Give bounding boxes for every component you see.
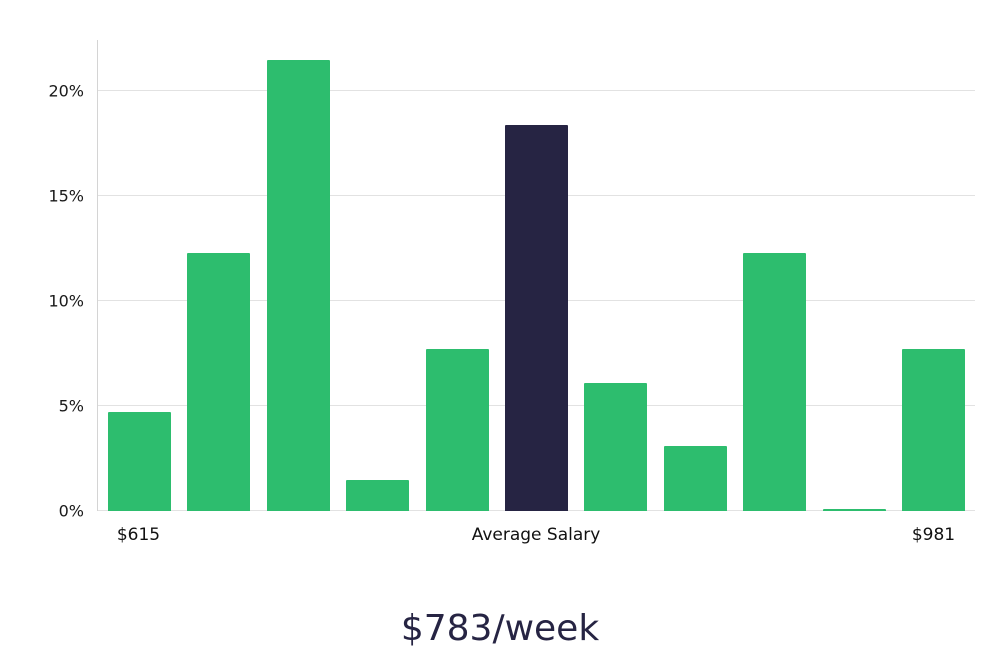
- xlabel-slot: [743, 525, 806, 545]
- xlabel-slot: [823, 525, 886, 545]
- xtick-label: $615: [116, 525, 161, 545]
- bar: [901, 349, 965, 511]
- ytick-label-15: 15%: [48, 186, 84, 206]
- bar: [425, 349, 489, 511]
- xlabel-slot: $981: [902, 525, 965, 545]
- xlabel-slot: [266, 525, 329, 545]
- xlabel-slot: [664, 525, 727, 545]
- bars-row: [98, 40, 975, 511]
- bar: [663, 445, 727, 511]
- bar-average-salary: [504, 124, 568, 511]
- ytick-label-20: 20%: [48, 81, 84, 101]
- bar: [822, 508, 886, 511]
- bar: [743, 252, 807, 511]
- gridline-20: [98, 90, 975, 92]
- xtick-label: Average Salary: [471, 525, 601, 545]
- bar: [584, 382, 648, 511]
- ytick-label-5: 5%: [58, 396, 84, 416]
- bar: [266, 59, 330, 511]
- bar: [187, 252, 251, 511]
- bar: [346, 479, 410, 511]
- xlabel-slot: Average Salary: [472, 525, 601, 545]
- ytick-label-10: 10%: [48, 291, 84, 311]
- plot-area: 0% 5% 10% 15% 20%: [48, 40, 975, 521]
- xlabel-slot: [346, 525, 409, 545]
- xlabel-slot: [187, 525, 250, 545]
- xtick-label: $981: [911, 525, 956, 545]
- xlabel-slot: $615: [107, 525, 170, 545]
- ytick-label-0: 0%: [58, 501, 84, 521]
- x-axis-labels: $615 Average Salary $981: [97, 525, 975, 545]
- bar: [108, 412, 171, 511]
- xlabel-slot: [584, 525, 647, 545]
- chart-title: $783/week: [400, 608, 600, 649]
